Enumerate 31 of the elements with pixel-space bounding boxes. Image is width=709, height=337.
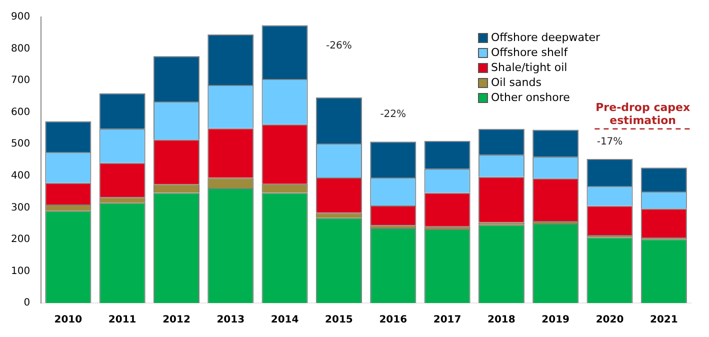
x-tick-label: 2016: [379, 314, 408, 326]
y-tick-label: 700: [10, 75, 30, 86]
legend-label: Oil sands: [491, 75, 542, 90]
x-tick-label: 2010: [54, 314, 82, 326]
legend-label: Other onshore: [491, 90, 570, 105]
y-tick-label: 800: [10, 43, 30, 54]
x-tick-label: 2011: [108, 314, 136, 326]
x-tick-label: 2021: [650, 314, 678, 326]
x-tick-label: 2020: [596, 314, 624, 326]
legend-label: Offshore shelf: [491, 45, 568, 60]
x-tick-label: 2014: [270, 314, 299, 326]
y-tick-label: 200: [10, 234, 30, 246]
y-tick-label: 400: [10, 170, 30, 182]
y-tick-label: 900: [10, 12, 30, 23]
annotation: -22%: [380, 109, 406, 120]
legend-label: Shale/tight oil: [491, 60, 568, 75]
y-tick-label: 600: [10, 106, 30, 118]
y-tick-label: 100: [10, 266, 30, 277]
annotation: -26%: [326, 40, 352, 52]
x-tick-label: 2017: [433, 314, 462, 326]
y-tick-label: 300: [10, 202, 30, 214]
x-tick-label: 2013: [216, 314, 245, 326]
x-tick-label: 2018: [488, 314, 516, 326]
ref-line-label: Pre-drop capex estimation: [596, 100, 690, 127]
x-tick-label: 2015: [325, 314, 353, 326]
annotation: -17%: [596, 136, 623, 148]
legend-label: Offshore deepwater: [491, 30, 600, 45]
x-tick-label: 2019: [542, 314, 570, 326]
y-tick-label: 0: [24, 298, 30, 309]
x-tick-label: 2012: [162, 314, 190, 326]
y-tick-label: 500: [10, 138, 30, 150]
